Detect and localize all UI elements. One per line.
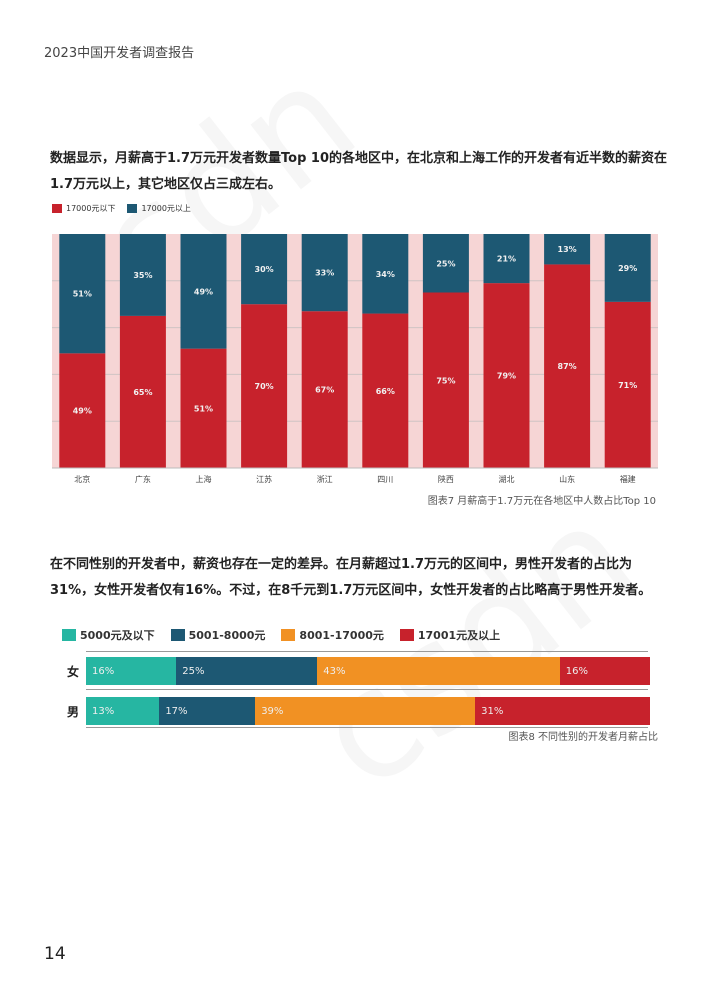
legend-swatch [281, 629, 296, 641]
legend-label: 8001-17000元 [299, 629, 384, 642]
page-number: 14 [44, 944, 66, 964]
gender-salary-chart: 女 16% 25% 43% 16% 男 13% 17% 39% 31% [60, 656, 650, 736]
bar-segment [301, 234, 348, 312]
x-tick-label: 北京 [74, 474, 90, 484]
bar-segment: 13% [86, 697, 160, 725]
data-label: 35% [133, 271, 152, 280]
x-tick-label: 陕西 [438, 474, 454, 484]
bar-segment [180, 234, 227, 349]
data-label: 51% [73, 290, 92, 299]
legend-item: 17000元以上 [127, 203, 191, 214]
legend-swatch [52, 204, 62, 213]
x-tick-label: 福建 [620, 474, 636, 484]
legend-item: 8001-17000元 [281, 627, 384, 643]
divider [86, 651, 648, 652]
watermark: csdn [284, 470, 668, 823]
data-label: 65% [133, 388, 152, 397]
x-tick-label: 湖北 [499, 475, 515, 484]
bar-track: 13% 17% 39% 31% [86, 697, 650, 725]
bar-segment [544, 234, 591, 265]
report-title: 2023中国开发者调查报告 [44, 46, 195, 61]
bar-segment [119, 315, 166, 468]
legend-label: 17000元以下 [66, 204, 116, 213]
legend-item: 5000元及以下 [62, 627, 155, 643]
bar-segment: 16% [86, 657, 177, 685]
bar-segment: 17% [159, 697, 256, 725]
data-label: 51% [194, 404, 213, 413]
legend-swatch [170, 629, 185, 641]
data-label: 71% [618, 381, 637, 390]
bar-segment [59, 234, 106, 354]
bar-segment [59, 353, 106, 468]
category-label: 女 [66, 664, 79, 679]
bar-segment [119, 234, 166, 316]
data-label: 87% [558, 362, 577, 371]
legend-swatch [127, 204, 138, 213]
x-tick-label: 浙江 [317, 474, 333, 484]
legend-label: 5001-8000元 [188, 629, 266, 642]
legend-item: 17000元以下 [52, 203, 115, 214]
chart2-caption: 图表8 不同性别的开发者月薪占比 [508, 732, 658, 743]
category-label: 男 [66, 704, 79, 719]
bar-segment [301, 311, 348, 468]
bar-segment: 16% [559, 657, 650, 685]
x-tick-label: 江苏 [256, 474, 272, 484]
bar-segment [362, 313, 409, 468]
bar-segment [241, 234, 288, 305]
data-label: 29% [618, 264, 637, 273]
data-label: 13% [558, 245, 577, 254]
legend-label: 5000元及以下 [80, 629, 155, 642]
data-label: 75% [436, 376, 455, 385]
legend-item: 17001元及以上 [399, 627, 501, 643]
bar-segment: 39% [255, 697, 476, 725]
data-label: 34% [376, 270, 395, 279]
bar-segment: 31% [475, 697, 650, 725]
x-tick-label: 四川 [377, 475, 393, 484]
bar-segment: 43% [317, 657, 560, 685]
data-label: 49% [194, 287, 213, 296]
data-label: 66% [376, 387, 395, 396]
bar-segment [180, 348, 227, 468]
data-label: 49% [73, 407, 92, 416]
x-tick-label: 广东 [135, 474, 151, 484]
bar-segment [483, 283, 530, 468]
bar-segment [241, 304, 288, 468]
legend-swatch [62, 629, 76, 641]
legend-label: 17000元以上 [141, 204, 191, 213]
region-salary-chart: 49% 51% 北京 65% 35% 广东 51% 49% 上海 70% 30% 江苏 67% 33% 浙江… [52, 234, 658, 484]
bar-segment [483, 234, 530, 284]
bar-segment [362, 234, 409, 314]
divider [86, 689, 648, 690]
gender-paragraph: 在不同性别的开发者中，薪资也存在一定的差异。在月薪超过1.7万元的区间中，男性开… [50, 557, 652, 598]
data-label: 30% [255, 265, 274, 274]
bar-row: 女 16% 25% 43% 16% [60, 656, 650, 686]
bar-segment [544, 264, 591, 468]
data-label: 70% [255, 382, 274, 391]
bar-segment: 25% [176, 657, 318, 685]
data-label: 67% [315, 386, 334, 395]
data-label: 79% [497, 372, 516, 381]
bar-track: 16% 25% 43% 16% [86, 657, 650, 685]
divider [86, 727, 648, 728]
chart1-legend: 17000元以下 17000元以上 [52, 203, 203, 214]
data-label: 21% [497, 255, 516, 264]
legend-label: 17001元及以上 [417, 629, 501, 642]
x-tick-label: 山东 [559, 474, 575, 484]
x-tick-label: 上海 [196, 474, 212, 484]
bar-segment [422, 234, 469, 293]
intro-paragraph: 数据显示，月薪高于1.7万元开发者数量Top 10的各地区中，在北京和上海工作的… [50, 151, 668, 192]
bar-segment [604, 234, 651, 302]
chart2-legend: 5000元及以下 5001-8000元 8001-17000元 17001元及以… [62, 627, 516, 643]
bar-segment [422, 292, 469, 468]
bar-row: 男 13% 17% 39% 31% [60, 696, 650, 726]
data-label: 33% [315, 269, 334, 278]
data-label: 25% [436, 259, 455, 268]
legend-swatch [399, 629, 414, 641]
legend-item: 5001-8000元 [170, 627, 266, 643]
chart1-caption: 图表7 月薪高于1.7万元在各地区中人数占比Top 10 [427, 496, 656, 507]
bar-segment [604, 301, 651, 468]
